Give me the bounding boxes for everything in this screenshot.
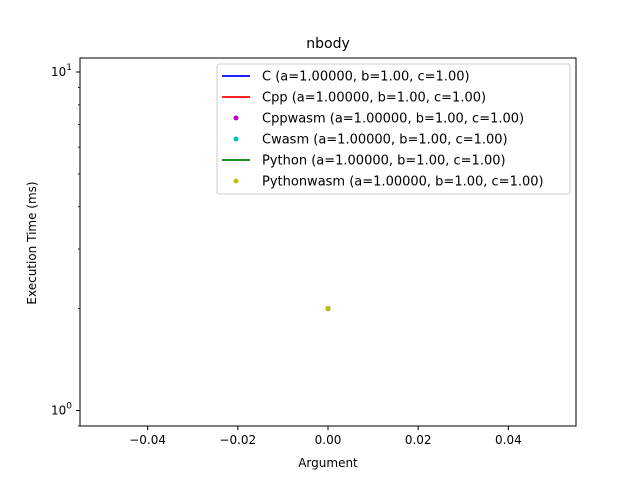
legend-label: Pythonwasm (a=1.00000, b=1.00, c=1.00) [262, 175, 544, 190]
x-axis-label: Argument [298, 456, 358, 470]
y-tick-label: 101 [51, 63, 72, 79]
legend-box [216, 63, 571, 195]
chart-title: nbody [306, 36, 350, 52]
legend-swatch [233, 136, 239, 142]
y-axis-label: Execution Time (ms) [25, 181, 39, 304]
x-tick-label: −0.04 [129, 433, 166, 447]
legend-swatch [233, 178, 239, 184]
legend-label: Cwasm (a=1.00000, b=1.00, c=1.00) [262, 133, 508, 148]
x-tick-label: 0.00 [315, 433, 342, 447]
legend: C (a=1.00000, b=1.00, c=1.00) Cpp (a=1.00… [216, 63, 571, 195]
data-point [325, 306, 331, 312]
legend-label: Cpp (a=1.00000, b=1.00, c=1.00) [262, 91, 486, 106]
y-axis: 100 101 [51, 63, 80, 427]
legend-swatch [233, 115, 239, 121]
x-tick-label: 0.02 [405, 433, 432, 447]
legend-label: C (a=1.00000, b=1.00, c=1.00) [262, 70, 470, 85]
y-tick-label: 100 [51, 402, 72, 418]
x-tick-label: −0.02 [219, 433, 256, 447]
legend-label: Cppwasm (a=1.00000, b=1.00, c=1.00) [262, 112, 524, 127]
legend-label: Python (a=1.00000, b=1.00, c=1.00) [262, 154, 506, 169]
x-tick-label: 0.04 [495, 433, 522, 447]
x-axis: −0.04 −0.02 0.00 0.02 0.04 [129, 426, 522, 447]
